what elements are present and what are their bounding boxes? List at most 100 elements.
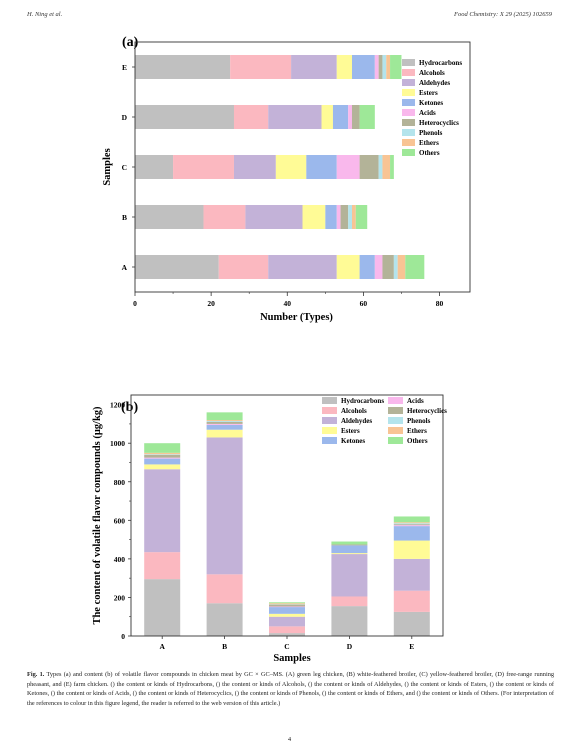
y-tick-label: A — [122, 263, 128, 272]
bar-segment — [359, 255, 375, 279]
bar-segment — [135, 205, 204, 229]
y-axis-title: Samples — [102, 148, 113, 185]
bar-segment — [144, 443, 181, 453]
bar-segment — [302, 205, 326, 229]
bar-segment — [382, 55, 387, 79]
bar-segment — [393, 523, 430, 525]
bar-segment — [331, 541, 368, 545]
bar-segment — [390, 155, 394, 179]
bar-segment — [359, 155, 379, 179]
figure-caption: Fig. 1. Types (a) and content (b) of vol… — [27, 670, 554, 708]
bar-segment — [144, 454, 181, 458]
legend-swatch — [388, 437, 403, 444]
legend-swatch — [402, 129, 415, 136]
x-axis-title: Number (Types) — [260, 312, 333, 323]
bar-segment — [144, 469, 181, 553]
bar-segment — [378, 55, 383, 79]
legend-label: Acids — [407, 397, 424, 405]
panel-label: (b) — [121, 400, 138, 415]
bar-segment — [206, 603, 243, 636]
legend-label: Ethers — [419, 139, 439, 147]
bar-segment — [206, 423, 243, 425]
legend-label: Ketones — [419, 99, 443, 107]
x-tick-label: C — [284, 642, 289, 651]
legend-label: Hydrocarbons — [419, 59, 462, 67]
bar-segment — [374, 255, 383, 279]
bar-segment — [306, 155, 337, 179]
bar-segment — [268, 255, 337, 279]
x-tick-label: E — [409, 642, 414, 651]
y-tick-label: C — [122, 163, 127, 172]
bar-segment — [332, 105, 349, 129]
bar-segment — [336, 155, 360, 179]
bar-segment — [173, 155, 234, 179]
bar-segment — [268, 105, 322, 129]
y-tick-label: D — [122, 113, 128, 122]
bar-segment — [386, 55, 391, 79]
bar-segment — [393, 255, 398, 279]
bar-segment — [393, 558, 430, 591]
legend-label: Phenols — [407, 417, 431, 425]
bar-segment — [393, 611, 430, 636]
bar-segment — [206, 412, 243, 421]
x-tick-label: D — [347, 642, 353, 651]
bar-segment — [397, 255, 406, 279]
legend-swatch — [388, 427, 403, 434]
bar-segment — [144, 452, 181, 455]
legend-label: Alcohols — [341, 407, 367, 415]
bar-segment — [382, 255, 394, 279]
bar-segment — [331, 554, 368, 597]
bar-segment — [269, 602, 305, 604]
bar-segment — [245, 205, 303, 229]
running-header-right: Food Chemistry: X 29 (2025) 102659 — [453, 11, 552, 18]
bar-segment — [269, 626, 305, 634]
legend-label: Esters — [419, 89, 438, 97]
bar-segment — [291, 55, 337, 79]
plot-frame — [134, 41, 471, 293]
bar-segment — [135, 155, 174, 179]
x-tick-label: A — [159, 642, 165, 651]
page-number: 4 — [287, 736, 292, 743]
y-tick-label: 800 — [114, 478, 126, 487]
bar-segment — [393, 525, 430, 527]
legend-swatch — [402, 149, 415, 156]
y-tick-label: B — [122, 213, 127, 222]
bar-segment — [269, 616, 305, 627]
bar-segment — [144, 579, 181, 636]
bar-segment — [340, 205, 349, 229]
bar-segment — [206, 429, 243, 438]
legend-swatch — [402, 79, 415, 86]
legend-label: Phenols — [419, 129, 443, 137]
bar-segment — [269, 604, 305, 607]
y-tick-label: 600 — [114, 516, 126, 525]
legend-label: Acids — [419, 109, 436, 117]
bar-segment — [233, 105, 269, 129]
bar-segment — [351, 105, 360, 129]
bar-segment — [144, 457, 181, 459]
y-tick-label: 200 — [114, 593, 126, 602]
bar-segment — [336, 55, 352, 79]
legend-swatch — [388, 407, 403, 414]
bar-segment — [269, 603, 305, 605]
bar-segment — [218, 255, 269, 279]
bar-segment — [321, 105, 333, 129]
y-tick-label: 1000 — [110, 439, 125, 448]
bar-segment — [382, 155, 391, 179]
bar-segment — [374, 55, 379, 79]
x-tick-label: B — [222, 642, 227, 651]
bar-segment — [275, 155, 307, 179]
legend-swatch — [388, 417, 403, 424]
bar-segment — [348, 205, 352, 229]
bar-segment — [206, 437, 243, 575]
bar-segment — [144, 454, 181, 455]
bar-segment — [206, 421, 243, 422]
y-tick-label: E — [122, 63, 127, 72]
running-header-left: H. Ning et al. — [27, 11, 63, 18]
bar-segment — [336, 205, 341, 229]
chart-a: (a) A B C D E 0 20 40 60 80 Number (Types) Samples Hy… — [102, 35, 471, 323]
bar-segment — [144, 552, 181, 580]
bar-segment — [269, 606, 305, 608]
bar-segment — [390, 55, 402, 79]
bar-segment — [331, 553, 368, 555]
bar-segment — [206, 424, 243, 430]
